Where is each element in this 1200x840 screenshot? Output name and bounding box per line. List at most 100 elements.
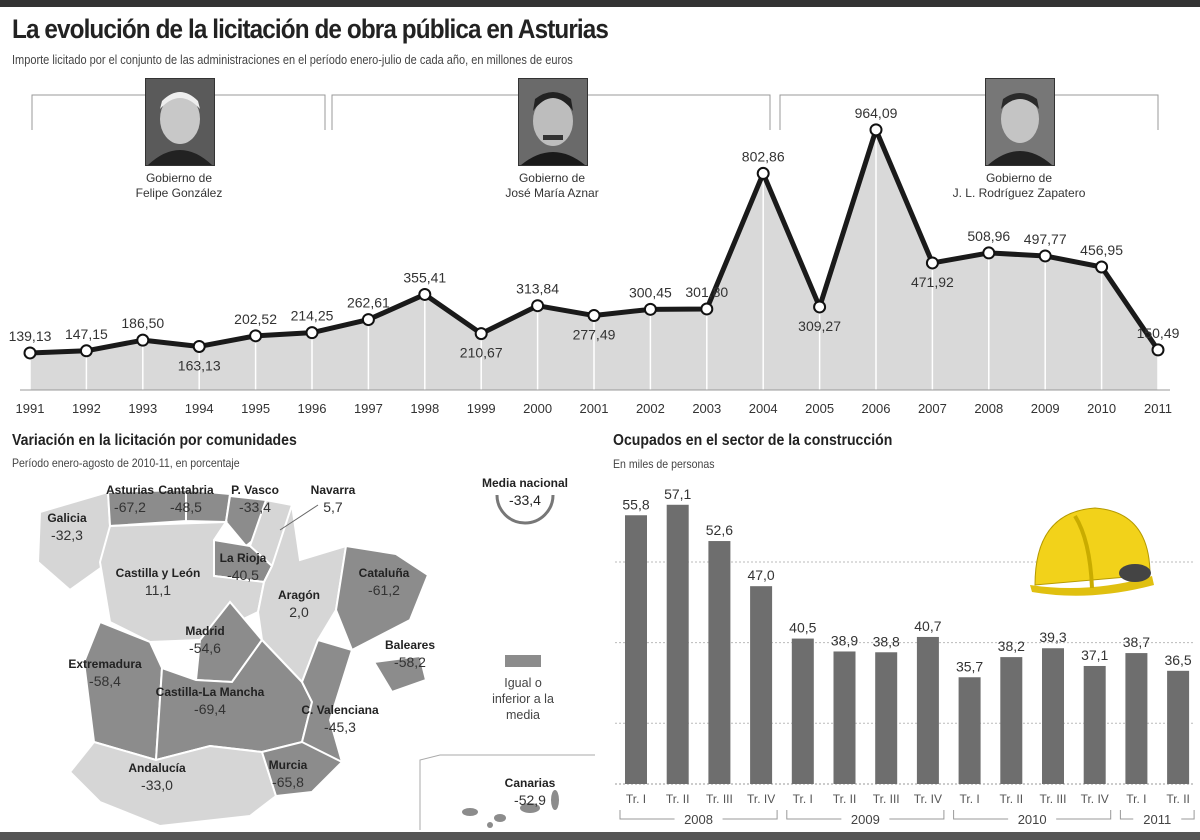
data-label: 964,09 [855,105,898,121]
bar-value-label: 38,2 [998,638,1025,654]
x-tick-label: 1999 [467,401,496,416]
gov-line2: Felipe González [135,186,223,200]
region-label: Baleares -58,2 [385,637,435,672]
x-tick-label: Tr. I [959,792,979,806]
region-label: Asturias -67,2 [106,482,154,517]
data-point [1095,260,1109,274]
data-label: 186,50 [121,315,164,331]
region-label: La Rioja -40,5 [220,550,267,585]
data-point [982,246,996,260]
data-label: 802,86 [742,148,785,164]
bar [666,504,689,784]
x-tick-label: Tr. III [706,792,733,806]
bar [791,638,814,784]
data-point [418,287,432,301]
x-tick-label: 1991 [16,401,45,416]
bar-value-label: 57,1 [664,486,691,502]
region-label: Cataluña -61,2 [359,565,410,600]
region-name: C. Valenciana [301,703,379,717]
gov-label-zapatero: Gobierno de J. L. Rodríguez Zapatero [919,171,1119,201]
bottom-rule [0,832,1200,840]
region-label: Aragón 2,0 [278,587,320,622]
region-label: Extremadura -58,4 [68,656,141,691]
year-label-bg [841,811,890,827]
gov-label-aznar: Gobierno de José María Aznar [452,171,652,201]
x-tick-label: Tr. I [626,792,646,806]
x-tick-label: Tr. III [873,792,900,806]
data-point [1038,249,1052,263]
region-value: -69,4 [194,701,226,717]
region-name: Asturias [105,483,155,497]
gov-line2: José María Aznar [505,186,599,200]
bar [1125,653,1148,784]
canarias-inset-border [419,754,595,830]
x-tick-label: 1994 [185,401,214,416]
year-label: 2009 [851,812,880,827]
region-label: Castilla-La Mancha -69,4 [156,684,265,719]
bar-value-label: 38,7 [1123,634,1150,650]
x-tick-label: 2006 [862,401,891,416]
year-label-bg [1008,811,1057,827]
data-point [813,300,827,314]
region-label: Galicia -32,3 [47,510,86,545]
year-label-bg [674,811,723,827]
region-value: -33,4 [239,499,271,515]
map-title: Variación en la licitación por comunidad… [12,432,297,449]
photo-felipe-gonzalez [145,78,215,166]
region-label: Cantabria -48,5 [158,482,213,517]
bar [1042,648,1064,784]
x-tick-label: Tr. I [793,792,813,806]
x-tick-label: 2001 [580,401,609,416]
region-name: Navarra [310,483,356,497]
data-point [249,329,263,343]
gov-line1: Gobierno de [518,171,586,185]
region-label: Castilla y León 11,1 [116,565,201,600]
bar [750,586,773,784]
region-value: -52,9 [514,792,546,808]
data-point [361,313,375,327]
bar-value-label: 35,7 [956,658,983,674]
bar-value-label: 47,0 [747,567,774,583]
data-label: 508,96 [967,228,1010,244]
bar [625,515,647,784]
data-label: 214,25 [291,308,334,324]
x-tick-label: 2009 [1031,401,1060,416]
region-name: Andalucía [128,761,186,775]
region-canarias [520,803,540,813]
data-label: 202,52 [234,311,277,327]
bar-value-label: 38,9 [831,632,858,648]
data-label: 471,92 [911,274,954,290]
region-name: Cantabria [158,483,214,497]
x-tick-label: Tr. II [666,792,690,806]
data-point [869,123,883,137]
data-point [474,327,488,341]
region-canarias [487,822,493,828]
region-value: 5,7 [323,499,343,515]
bar-value-label: 52,6 [706,522,733,538]
x-tick-label: Tr. II [833,792,857,806]
region-name: Galicia [47,511,87,525]
region-value: -32,3 [51,527,83,543]
photo-zapatero [985,78,1055,166]
region-value: -40,5 [227,567,259,583]
x-tick-label: 2008 [974,401,1003,416]
region-value: -65,8 [272,774,304,790]
data-label: 355,41 [403,269,446,285]
region-name: Castilla y León [115,566,201,580]
x-tick-label: Tr. IV [1081,792,1109,806]
x-tick-label: Tr. IV [747,792,775,806]
region-value: -58,2 [394,654,426,670]
region-canarias [494,814,506,822]
data-point [700,302,714,316]
region-label: Navarra 5,7 [311,482,356,517]
bar [1000,657,1023,784]
bar-value-label: 55,8 [622,496,649,512]
photo-jose-maria-aznar [518,78,588,166]
region-value: 2,0 [289,604,309,620]
region-catalu-a [334,544,430,652]
region-name: Canarias [504,776,556,790]
data-point [136,333,150,347]
region-label: Canarias -52,9 [505,775,556,810]
bar [1083,665,1106,784]
